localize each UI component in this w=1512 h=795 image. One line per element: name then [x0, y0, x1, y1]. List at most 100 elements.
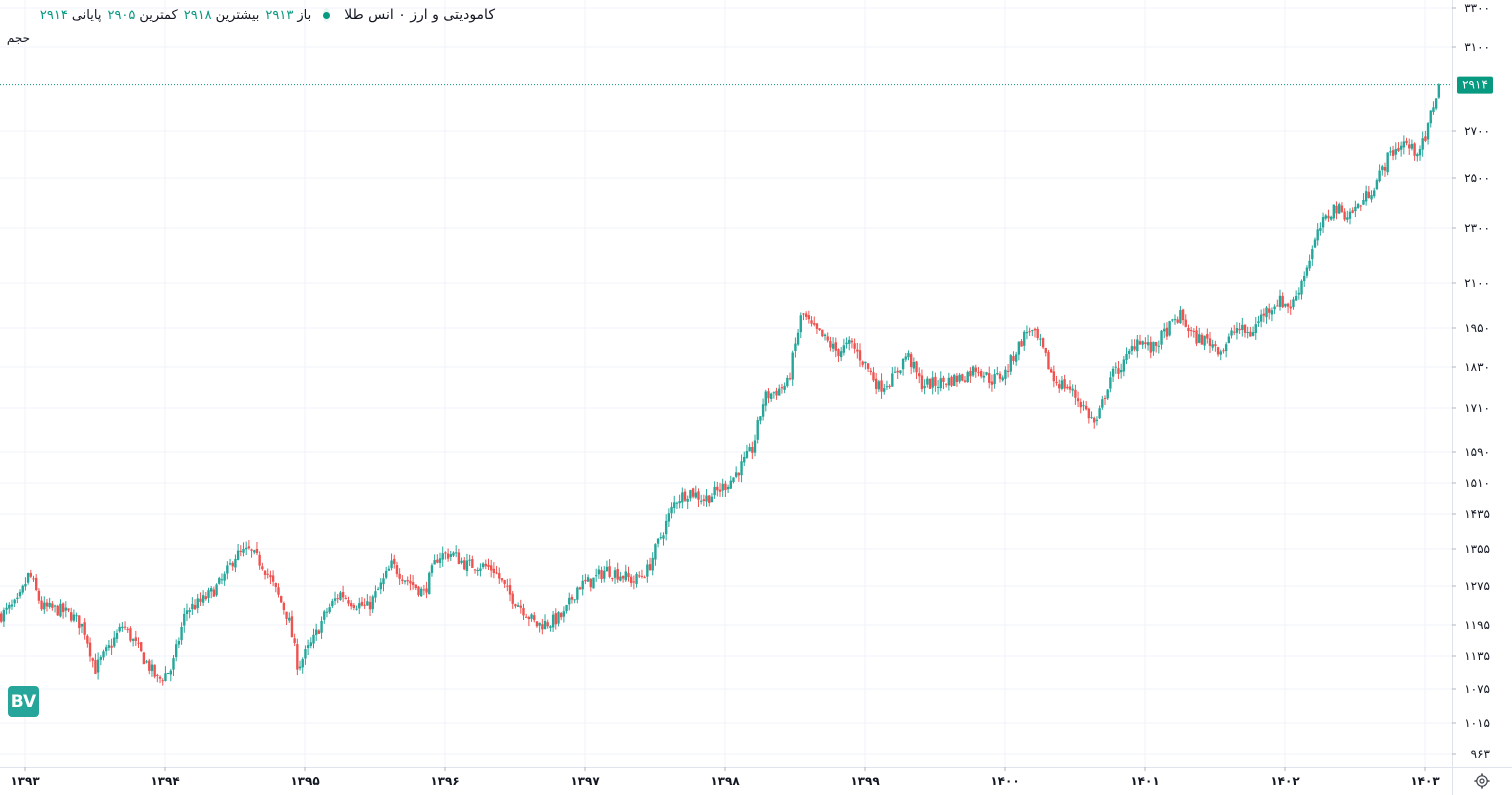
price-tick-label: ۲۷۰۰: [1464, 124, 1490, 138]
candle-body: [557, 612, 560, 624]
settings-gear-icon[interactable]: [1474, 773, 1490, 789]
time-tick-label: ۱۴۰۱: [1130, 774, 1159, 788]
price-tick-label: ۹۶۳: [1471, 747, 1491, 761]
candle-body: [1378, 170, 1381, 182]
candle-body: [864, 361, 867, 364]
candle-body: [848, 339, 851, 344]
candle-body: [1160, 330, 1163, 345]
candle-body: [201, 595, 205, 603]
candle-body: [325, 611, 329, 613]
candle-body: [1049, 369, 1053, 373]
candle-body: [1138, 341, 1142, 345]
symbol-legend: کامودیتی و ارز ۰ انس طلا باز ۲۹۱۳ بیشتری…: [40, 4, 495, 26]
candle-body: [1028, 331, 1031, 333]
candle-body: [314, 629, 318, 635]
candle-body: [320, 620, 323, 633]
candle-body: [923, 386, 926, 389]
candle-body: [425, 588, 428, 593]
candle-body: [1386, 152, 1389, 173]
candle-body: [1079, 401, 1082, 408]
candle-body: [829, 341, 832, 348]
candle-body: [611, 577, 614, 579]
candle-body: [1284, 303, 1287, 307]
candle-body: [37, 590, 41, 601]
candle-body: [955, 375, 959, 382]
candle-body: [1189, 330, 1193, 332]
candle-body: [786, 377, 789, 387]
candle-body: [1300, 280, 1303, 295]
candle-body: [643, 577, 646, 579]
candle-body: [1327, 215, 1330, 219]
candle-body: [1071, 388, 1074, 391]
candle-body: [1211, 344, 1214, 348]
candle-body: [1340, 205, 1344, 212]
candle-body: [1289, 306, 1292, 309]
candle-body: [169, 670, 173, 675]
time-tick-label: ۱۴۰۲: [1270, 774, 1300, 788]
time-tick-label: ۱۴۰۰: [990, 774, 1019, 788]
candle-body: [113, 637, 116, 647]
candle-body: [164, 673, 167, 681]
candle-body: [1014, 354, 1018, 362]
candle-body: [761, 404, 765, 417]
candle-body: [75, 615, 78, 617]
candle-body: [514, 604, 517, 607]
price-tick-label: ۱۰۷۵: [1464, 682, 1490, 696]
candle-body: [1373, 190, 1376, 197]
low-label: کمترین: [139, 7, 178, 23]
candle-body: [891, 373, 894, 387]
candle-body: [748, 447, 751, 452]
candle-body: [51, 603, 54, 608]
candle-body: [1025, 332, 1029, 334]
candle-body: [1098, 408, 1101, 419]
candle-body: [422, 589, 426, 591]
candle-body: [161, 680, 164, 682]
candle-body: [384, 570, 388, 578]
candle-body: [947, 377, 951, 386]
candle-body: [554, 613, 557, 625]
candle-body: [713, 486, 716, 496]
volume-label[interactable]: حجم: [6, 31, 30, 45]
candle-body: [1329, 216, 1333, 220]
price-tick-label: ۳۳۰۰: [1464, 1, 1490, 15]
candle-body: [597, 569, 601, 575]
candle-body: [72, 614, 76, 621]
candle-body: [1313, 239, 1317, 248]
candle-body: [858, 350, 862, 361]
candle-body: [519, 605, 522, 608]
candle-body: [339, 592, 342, 600]
candle-body: [619, 576, 622, 581]
candle-body: [1222, 350, 1225, 352]
candle-body: [366, 601, 369, 606]
candle-body: [129, 628, 132, 641]
candle-body: [1168, 321, 1171, 336]
candle-body: [780, 387, 784, 389]
candle-body: [18, 591, 22, 597]
candle-body: [616, 568, 619, 580]
candle-body: [1068, 386, 1072, 390]
candle-body: [53, 605, 57, 607]
candle-body: [745, 450, 749, 458]
open-value: ۲۹۱۳: [265, 7, 294, 23]
candle-body: [662, 535, 665, 539]
candle-body: [126, 629, 129, 631]
candle-body: [323, 611, 326, 620]
candle-body: [226, 565, 229, 574]
candle-body: [104, 647, 108, 652]
candle-body: [301, 659, 304, 668]
candle-body: [43, 602, 46, 610]
candle-body: [675, 502, 679, 504]
candle-body: [646, 564, 649, 577]
candle-body: [613, 570, 617, 578]
candle-body: [209, 588, 213, 592]
candle-body: [958, 374, 961, 382]
candle-body: [379, 582, 383, 590]
candle-body: [395, 565, 399, 575]
brand-logo[interactable]: BV: [8, 686, 39, 717]
candle-body: [446, 553, 450, 559]
candle-body: [691, 488, 695, 497]
candle-body: [1095, 419, 1099, 421]
time-tick-label: ۱۳۹۵: [290, 774, 319, 788]
candle-body: [153, 664, 156, 677]
